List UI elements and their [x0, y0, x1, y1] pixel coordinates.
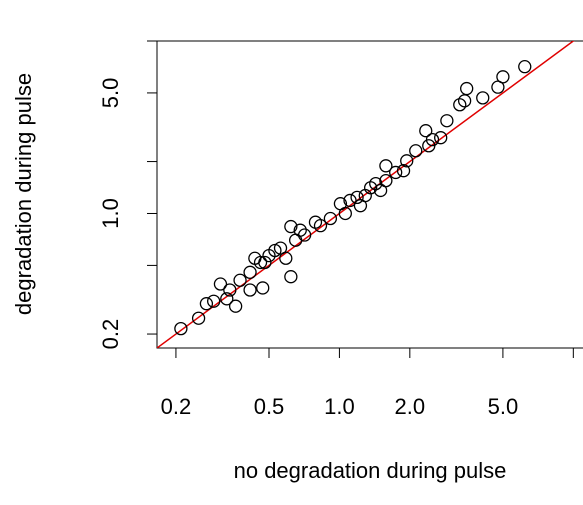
point — [323, 211, 338, 226]
point — [457, 94, 472, 108]
point — [174, 321, 188, 336]
point — [191, 311, 206, 325]
x-tick-label: 0.5 — [254, 394, 285, 419]
point — [207, 294, 221, 308]
point — [233, 273, 247, 287]
point — [419, 124, 433, 138]
point — [400, 154, 414, 168]
point — [228, 299, 243, 313]
point — [373, 183, 388, 198]
y-tick-label: 5.0 — [98, 78, 123, 109]
point — [491, 80, 505, 94]
point — [243, 265, 257, 279]
point — [396, 164, 411, 178]
point — [223, 283, 237, 297]
point — [338, 206, 352, 221]
point — [389, 165, 403, 180]
point — [258, 255, 272, 270]
y-tick-label: 0.2 — [98, 319, 123, 350]
point — [256, 281, 270, 295]
x-tick-label: 2.0 — [395, 394, 426, 419]
y-axis-title: degradation during pulse — [11, 73, 36, 315]
point — [453, 98, 467, 112]
point — [409, 144, 423, 158]
point — [279, 251, 293, 265]
point — [434, 131, 448, 145]
point — [353, 199, 368, 213]
x-tick-label: 5.0 — [488, 394, 519, 419]
point — [284, 219, 298, 234]
point — [350, 190, 364, 205]
point — [220, 292, 234, 306]
point — [284, 270, 298, 284]
point — [369, 176, 383, 191]
x-axis-title: no degradation during pulse — [234, 458, 507, 483]
point — [268, 243, 282, 258]
x-tick-label: 0.2 — [161, 394, 192, 419]
point — [379, 159, 393, 173]
point — [199, 297, 214, 311]
plot-box — [156, 40, 583, 349]
point — [293, 223, 307, 237]
point — [243, 283, 257, 297]
x-tick-label: 1.0 — [324, 394, 355, 419]
point — [476, 91, 490, 105]
point — [440, 114, 454, 128]
point — [308, 215, 323, 229]
point — [518, 60, 532, 74]
y-tick-label: 1.0 — [98, 198, 123, 229]
point — [422, 139, 436, 153]
point — [343, 193, 357, 208]
point — [460, 81, 474, 96]
point — [213, 277, 228, 291]
